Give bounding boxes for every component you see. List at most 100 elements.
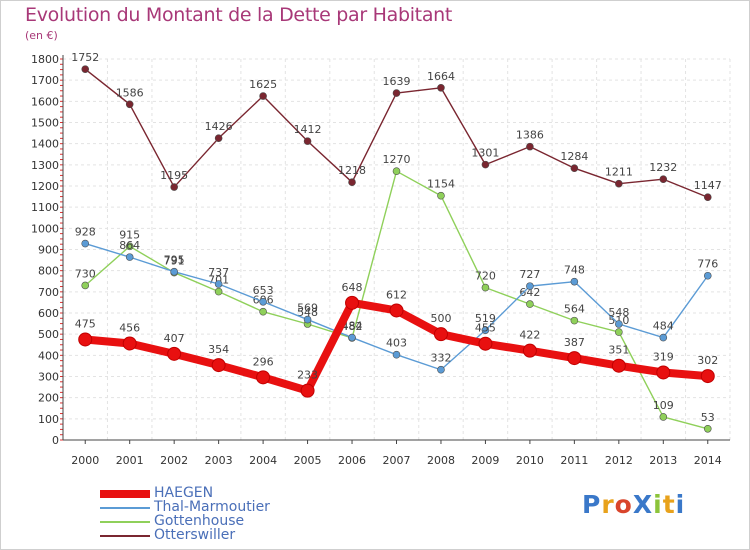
data-label: 475: [75, 317, 96, 330]
y-tick-label: 1000: [31, 222, 59, 235]
data-point: [526, 300, 534, 308]
y-tick-label: 1800: [31, 53, 59, 66]
y-tick-label: 1200: [31, 180, 59, 193]
y-tick-label: 800: [38, 265, 59, 278]
data-point: [81, 65, 90, 73]
data-point: [81, 239, 90, 248]
y-tick-label: 1500: [31, 117, 59, 130]
data-point: [170, 183, 178, 191]
data-label: 776: [697, 258, 718, 271]
data-label: 233: [297, 369, 318, 382]
y-tick-label: 600: [38, 307, 59, 320]
data-point: [570, 277, 579, 286]
data-point: [345, 295, 360, 310]
legend-label: Otterswiller: [154, 527, 236, 543]
data-label: 1586: [116, 86, 144, 99]
logo-letter: t: [662, 490, 676, 519]
x-tick-label: 2002: [160, 454, 188, 467]
data-label: 928: [75, 226, 96, 239]
data-point: [348, 333, 356, 342]
data-point: [300, 383, 315, 398]
data-label: 701: [208, 274, 229, 287]
chart-title: Evolution du Montant de la Dette par Hab…: [25, 4, 453, 26]
data-point: [656, 365, 671, 380]
data-point: [211, 358, 226, 373]
data-point: [437, 83, 445, 92]
data-label: 387: [564, 336, 585, 349]
data-point: [615, 320, 623, 328]
data-point: [700, 369, 715, 384]
logo-letter: r: [601, 490, 615, 519]
data-point: [167, 346, 182, 361]
data-point: [659, 333, 668, 342]
x-tick-label: 2011: [560, 454, 588, 467]
y-tick-label: 500: [38, 328, 59, 341]
x-tick-label: 2010: [516, 454, 544, 467]
data-point: [659, 413, 668, 421]
x-tick-label: 2001: [116, 454, 144, 467]
data-label: 53: [701, 411, 715, 424]
data-label: 653: [253, 284, 274, 297]
data-label: 1211: [605, 166, 633, 179]
logo-letter: o: [614, 490, 633, 519]
data-point: [481, 283, 490, 292]
data-label: 642: [519, 286, 540, 299]
data-label: 482: [342, 320, 363, 333]
data-label: 455: [475, 322, 496, 335]
y-tick-label: 400: [38, 349, 59, 362]
data-label: 1147: [694, 179, 722, 192]
data-point: [526, 282, 534, 290]
legend-label: Thal-Marmoutier: [154, 499, 270, 515]
data-label: 1639: [383, 75, 411, 88]
data-point: [125, 100, 134, 109]
data-label: 1412: [294, 123, 322, 136]
data-label: 354: [208, 343, 229, 356]
data-label: 864: [119, 239, 140, 252]
data-label: 296: [253, 355, 274, 368]
data-label: 407: [164, 332, 185, 345]
chart-subtitle: (en €): [25, 29, 58, 42]
x-tick-label: 2000: [71, 454, 99, 467]
data-point: [170, 267, 178, 276]
data-point: [125, 253, 134, 261]
logo-letter: P: [582, 490, 602, 519]
y-tick-label: 1400: [31, 138, 59, 151]
data-label: 302: [697, 354, 718, 367]
data-point: [256, 370, 271, 385]
data-point: [659, 175, 668, 184]
x-tick-label: 2007: [383, 454, 411, 467]
data-label: 1664: [427, 70, 455, 83]
data-label: 1195: [160, 169, 188, 182]
data-label: 548: [608, 306, 629, 319]
legend-swatch: [100, 490, 150, 498]
x-tick-label: 2009: [471, 454, 499, 467]
y-tick-label: 1300: [31, 159, 59, 172]
data-label: 737: [208, 266, 229, 279]
data-point: [214, 134, 223, 142]
legend-label: HAEGEN: [154, 485, 214, 501]
data-point: [478, 336, 493, 351]
y-tick-label: 300: [38, 371, 59, 384]
data-point: [567, 351, 582, 366]
data-point: [259, 307, 267, 316]
x-tick-label: 2014: [694, 454, 722, 467]
data-label: 403: [386, 337, 407, 350]
data-label: 500: [430, 312, 451, 325]
y-tick-label: 700: [38, 286, 59, 299]
legend-swatch: [100, 521, 150, 523]
x-tick-label: 2003: [205, 454, 233, 467]
data-label: 1270: [383, 153, 411, 166]
data-label: 332: [430, 352, 451, 365]
data-label: 1625: [249, 78, 277, 91]
data-label: 612: [386, 288, 407, 301]
data-label: 484: [653, 320, 674, 333]
data-point: [522, 343, 537, 358]
data-point: [78, 332, 93, 347]
data-point: [214, 287, 223, 296]
data-point: [437, 365, 445, 374]
data-label: 748: [564, 264, 585, 277]
data-point: [703, 193, 712, 202]
data-label: 569: [297, 302, 318, 315]
data-point: [615, 179, 623, 188]
